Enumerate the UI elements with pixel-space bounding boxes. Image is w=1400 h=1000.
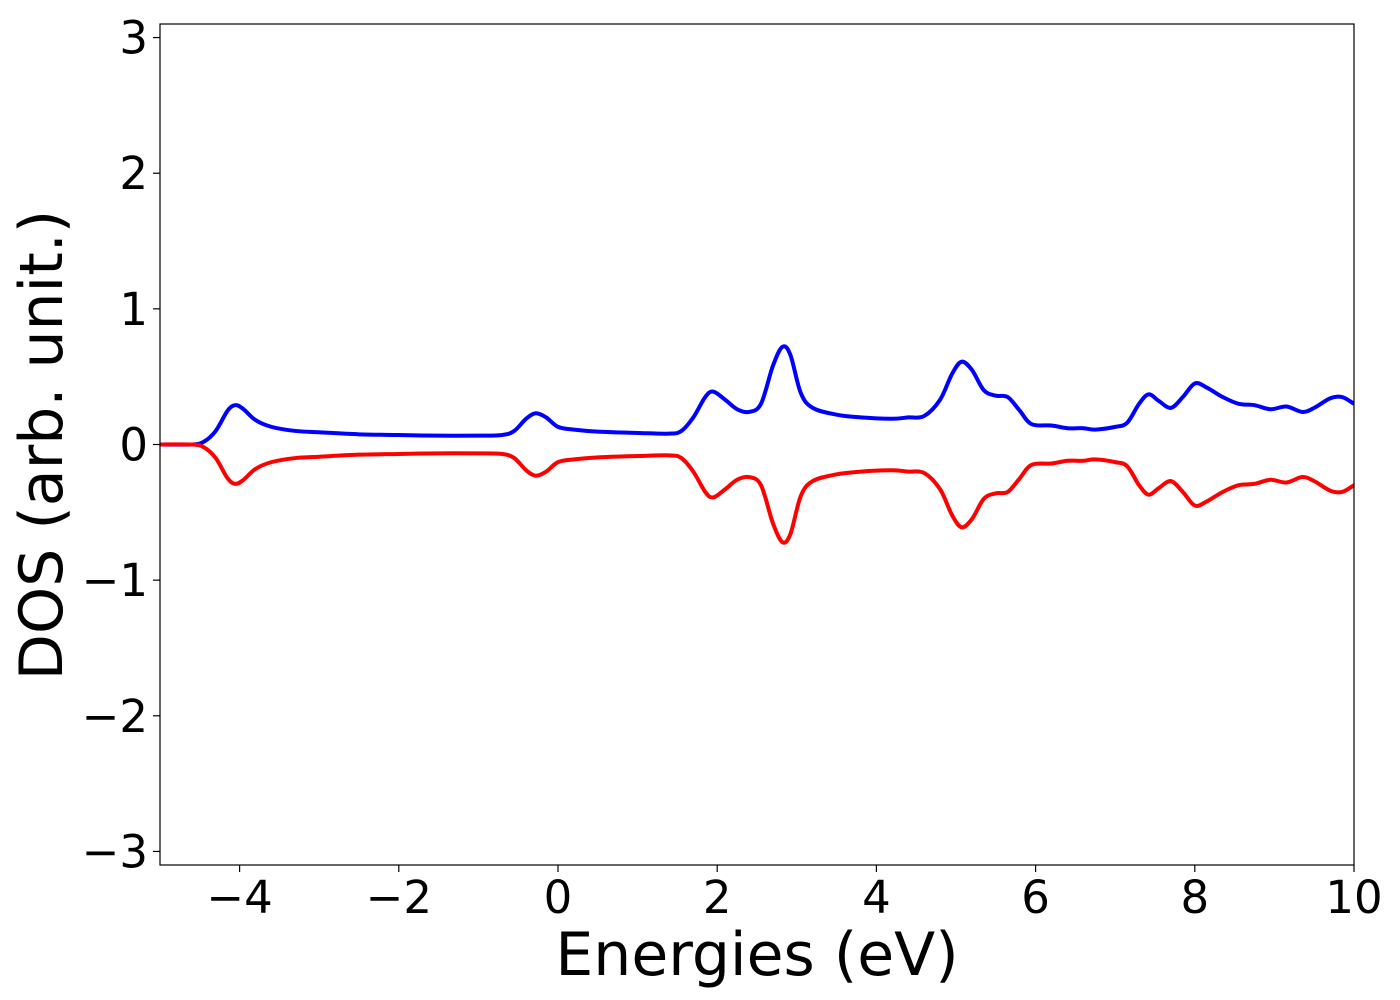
series-layer: [160, 344, 1354, 545]
x-tick-label: −2: [366, 871, 432, 924]
x-tick-label: 8: [1180, 871, 1209, 924]
x-tick-label: 2: [703, 871, 732, 924]
y-tick-label: −2: [82, 690, 148, 743]
x-axis: −4 −2 0 2 4 6 8 10: [206, 865, 1383, 924]
y-tick-label: 0: [119, 419, 148, 472]
x-axis-label: Energies (eV): [555, 920, 958, 990]
x-tick-label: 6: [1021, 871, 1050, 924]
dos-series-line-negative: [160, 442, 1354, 545]
y-tick-label: −3: [82, 825, 148, 878]
x-tick-label: 4: [862, 871, 891, 924]
y-tick-label: 1: [119, 283, 148, 336]
y-axis-label: DOS (arb. unit.): [7, 210, 77, 680]
y-axis: −3 −2 −1 0 1 2 3: [82, 12, 160, 878]
x-tick-label: 10: [1325, 871, 1382, 924]
y-tick-label: 2: [119, 147, 148, 200]
y-tick-label: 3: [119, 12, 148, 65]
y-tick-label: −1: [82, 554, 148, 607]
x-tick-label: 0: [544, 871, 573, 924]
dos-series-line-positive: [160, 344, 1354, 447]
x-tick-label: −4: [206, 871, 272, 924]
